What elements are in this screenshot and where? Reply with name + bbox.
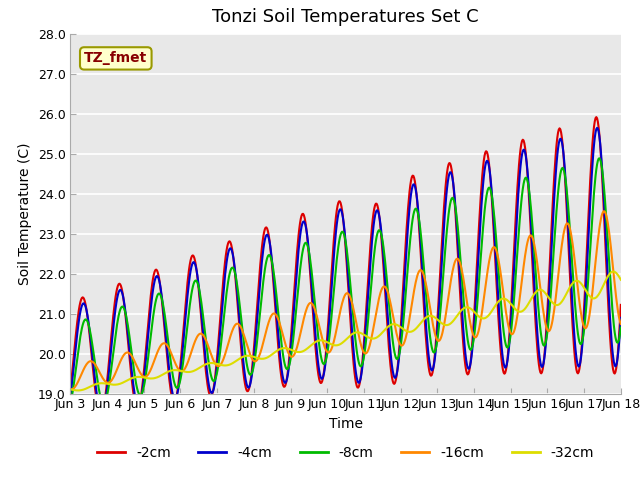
- -16cm: [77, 372, 85, 378]
- X-axis label: Time: Time: [328, 417, 363, 431]
- Line: -32cm: -32cm: [70, 272, 621, 390]
- Title: Tonzi Soil Temperatures Set C: Tonzi Soil Temperatures Set C: [212, 9, 479, 26]
- -8cm: [133, 385, 141, 391]
- -32cm: [617, 277, 625, 283]
- -16cm: [617, 321, 625, 327]
- -4cm: [98, 410, 106, 416]
- -32cm: [74, 387, 82, 393]
- -4cm: [67, 395, 74, 400]
- -16cm: [413, 273, 421, 279]
- -4cm: [429, 365, 437, 371]
- -4cm: [77, 309, 84, 315]
- -8cm: [413, 206, 420, 212]
- -32cm: [134, 374, 141, 380]
- -2cm: [617, 302, 625, 308]
- -4cm: [134, 402, 141, 408]
- -16cm: [67, 386, 75, 392]
- Line: -8cm: -8cm: [70, 158, 621, 404]
- Text: TZ_fmet: TZ_fmet: [84, 51, 147, 65]
- -8cm: [67, 401, 74, 407]
- -8cm: [596, 156, 604, 161]
- -2cm: [77, 300, 84, 305]
- -2cm: [429, 366, 437, 372]
- -4cm: [219, 298, 227, 303]
- -16cm: [190, 342, 198, 348]
- -2cm: [190, 253, 198, 259]
- -2cm: [593, 114, 600, 120]
- -8cm: [429, 348, 436, 353]
- -16cm: [67, 386, 74, 392]
- -2cm: [413, 199, 421, 204]
- -8cm: [77, 334, 84, 339]
- -8cm: [617, 324, 625, 330]
- Line: -16cm: -16cm: [70, 211, 621, 389]
- -2cm: [134, 405, 141, 411]
- -32cm: [429, 313, 437, 319]
- Line: -4cm: -4cm: [70, 128, 621, 413]
- -8cm: [189, 284, 196, 289]
- Y-axis label: Soil Temperature (C): Soil Temperature (C): [18, 143, 32, 285]
- -16cm: [429, 324, 437, 329]
- -32cm: [77, 387, 85, 393]
- Line: -2cm: -2cm: [70, 117, 621, 415]
- -16cm: [134, 365, 141, 371]
- -32cm: [609, 269, 617, 275]
- -32cm: [67, 386, 74, 392]
- -2cm: [67, 387, 74, 393]
- -4cm: [617, 315, 625, 321]
- -4cm: [413, 197, 421, 203]
- Legend: -2cm, -4cm, -8cm, -16cm, -32cm: -2cm, -4cm, -8cm, -16cm, -32cm: [92, 441, 600, 466]
- -8cm: [218, 332, 226, 338]
- -32cm: [219, 362, 227, 368]
- -16cm: [219, 358, 227, 364]
- -2cm: [219, 283, 227, 289]
- -4cm: [593, 125, 601, 131]
- -4cm: [190, 259, 198, 265]
- -32cm: [413, 324, 421, 330]
- -2cm: [97, 412, 105, 418]
- -32cm: [190, 368, 198, 374]
- -16cm: [600, 208, 608, 214]
